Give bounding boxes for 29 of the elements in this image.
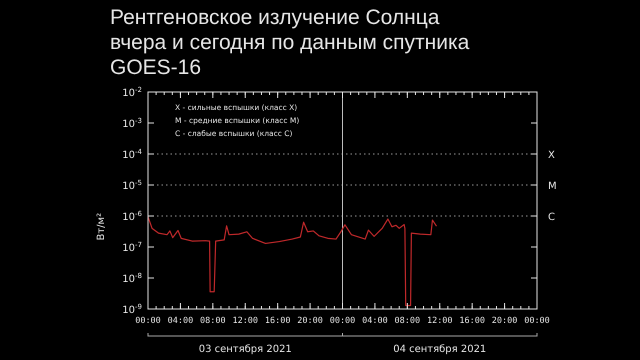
y-axis-title: Вт/м² [96, 212, 107, 240]
x-tick-label: 00:00 [135, 316, 161, 326]
y-tick-label: 10$^{-6}$ [122, 210, 143, 223]
x-tick-label: 00:00 [330, 316, 356, 326]
ref-line-label: C [548, 212, 555, 223]
x-tick-label: 20:00 [297, 316, 323, 326]
y-tick-label: 10$^{-4}$ [122, 148, 143, 161]
text: 04 сентября 2021 [393, 344, 486, 355]
ref-line-label: X [548, 150, 555, 161]
y-tick-label: 10$^{-8}$ [122, 272, 142, 285]
x-tick-label: 04:00 [168, 316, 194, 326]
line-series [147, 216, 438, 306]
x-tick-label: 04:00 [362, 316, 388, 326]
y-tick-label: 10$^{-3}$ [122, 117, 142, 130]
y-tick-label: 10$^{-2}$ [122, 86, 142, 99]
x-tick-label: 20:00 [492, 316, 518, 326]
y-tick-label: 10$^{-7}$ [122, 241, 142, 254]
x-tick-label: 12:00 [232, 316, 258, 326]
text: 03 сентября 2021 [198, 344, 292, 355]
x-tick-label: 12:00 [426, 316, 453, 326]
y-tick-label: 10$^{-9}$ [122, 303, 142, 316]
chart-title: Рентгеновское излучение Солнца вчера и сегодня по данным спутника GOES-16 [110, 6, 470, 79]
y-tick-label: 10$^{-5}$ [122, 179, 142, 192]
x-tick-label: 00:00 [524, 316, 550, 326]
x-tick-label: 08:00 [394, 316, 420, 326]
x-tick-label: 16:00 [459, 316, 485, 326]
ref-line-label: M [548, 181, 557, 192]
x-tick-label: 16:00 [264, 316, 290, 326]
x-tick-label: 08:00 [200, 316, 226, 326]
